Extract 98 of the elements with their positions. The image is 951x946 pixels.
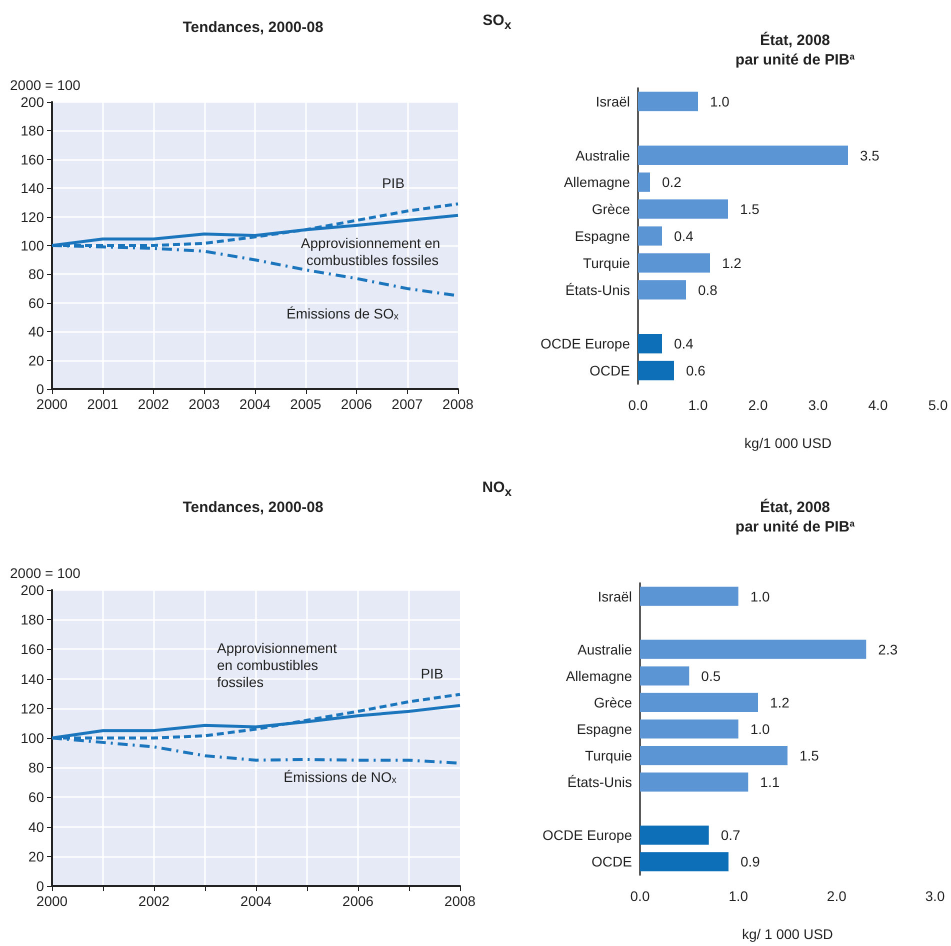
y-tick-label: États-Unis xyxy=(565,282,630,298)
data-label: 1.1 xyxy=(760,774,780,790)
text: SO$_{x}$ xyxy=(482,12,512,32)
y-tick-label: Espagne xyxy=(576,721,632,737)
y-tick-label: 20 xyxy=(28,848,44,864)
y-tick-label: Israël xyxy=(598,588,632,604)
y-tick-label: 200 xyxy=(20,582,44,598)
chart-title: État, 2008 xyxy=(760,498,830,516)
series-label: Approvisionnement en combustibles fossiles xyxy=(300,234,444,268)
x-axis-title: kg/1 000 USD xyxy=(744,435,832,451)
y-tick-label: 100 xyxy=(20,238,44,254)
series-label: Émissions de SOₓ xyxy=(286,306,399,322)
data-label: 0.9 xyxy=(740,854,760,870)
x-tick-label: 1.0 xyxy=(728,888,748,904)
data-label: 0.8 xyxy=(698,282,718,298)
x-tick-label: 3.0 xyxy=(808,397,828,413)
y-tick-label: 80 xyxy=(28,760,44,776)
y-tick-label: 180 xyxy=(20,612,44,628)
x-tick-label: 2008 xyxy=(444,893,476,909)
y-tick-label: 100 xyxy=(20,730,44,746)
x-tick-label: 0.0 xyxy=(630,888,650,904)
y-tick-label: Allemagne xyxy=(564,174,630,190)
x-tick-label: 2002 xyxy=(138,396,170,412)
y-tick-label: Israël xyxy=(596,93,630,110)
x-tick-label: 2001 xyxy=(87,396,119,412)
x-tick-label: 2004 xyxy=(239,396,271,412)
y-tick-label: OCDE xyxy=(592,854,632,870)
x-tick-label: 2008 xyxy=(442,396,474,412)
y-tick-label: 160 xyxy=(20,151,44,168)
data-label: 3.5 xyxy=(860,147,880,164)
text: NO$_{x}$ xyxy=(481,479,513,499)
y-tick-label: Turquie xyxy=(583,254,630,271)
y-tick-label: Australie xyxy=(578,641,632,658)
y-axis-title: 2000 = 100 xyxy=(10,565,81,581)
data-label: 1.0 xyxy=(750,721,770,737)
x-tick-label: 2007 xyxy=(392,396,424,412)
y-tick-label: Australie xyxy=(576,147,630,164)
y-tick-label: 80 xyxy=(28,266,44,282)
x-tick-label: 0.0 xyxy=(628,397,648,413)
y-tick-label: 120 xyxy=(20,208,44,225)
x-axis-title: kg/ 1 000 USD xyxy=(742,926,834,942)
x-tick-label: 2004 xyxy=(240,893,272,909)
series-label: Émissions de NOₓ xyxy=(284,769,397,786)
data-label: 1.5 xyxy=(740,201,760,218)
x-tick-label: 3.0 xyxy=(925,888,945,904)
data-label: 0.2 xyxy=(662,174,682,190)
x-tick-label: 2.0 xyxy=(748,397,768,413)
data-label: 1.0 xyxy=(750,588,770,604)
y-tick-label: Turquie xyxy=(585,748,632,764)
data-label: 0.7 xyxy=(720,827,741,844)
series-label: PIB xyxy=(382,175,405,192)
y-tick-label: 140 xyxy=(20,670,44,687)
y-tick-label: 40 xyxy=(28,324,44,340)
x-tick-label: 2000 xyxy=(36,893,68,909)
y-tick-label: Espagne xyxy=(574,228,630,244)
y-tick-label: Grèce xyxy=(594,694,632,710)
y-tick-label: 20 xyxy=(28,352,44,368)
text: Approvisionnement en combustibles fossiles xyxy=(217,640,341,690)
data-label: 1.2 xyxy=(722,254,742,271)
y-tick-label: 120 xyxy=(20,700,44,716)
data-label: 1.0 xyxy=(710,93,730,110)
y-tick-label: États-Unis xyxy=(567,774,632,790)
y-tick-label: 60 xyxy=(28,294,44,311)
chart-title: État, 2008 xyxy=(760,31,830,49)
y-tick-label: 0 xyxy=(36,878,44,894)
y-tick-label: 140 xyxy=(20,180,44,196)
data-label: 2.3 xyxy=(878,641,898,658)
x-tick-label: 4.0 xyxy=(868,397,888,413)
data-label: 1.5 xyxy=(800,748,820,764)
x-tick-label: 2003 xyxy=(188,396,220,412)
data-label: 0.6 xyxy=(686,362,706,379)
x-tick-label: 5.0 xyxy=(928,397,948,413)
data-label: 1.2 xyxy=(770,694,790,710)
x-tick-label: 1.0 xyxy=(688,397,708,413)
y-tick-label: 180 xyxy=(20,122,44,139)
y-tick-label: 0 xyxy=(36,381,44,397)
chart-title: Tendances, 2000-08 xyxy=(182,499,324,516)
y-tick-label: Grèce xyxy=(592,201,630,218)
data-label: 0.5 xyxy=(701,668,721,684)
data-label: 0.4 xyxy=(674,228,694,244)
x-tick-label: 2.0 xyxy=(826,888,847,904)
y-tick-label: Allemagne xyxy=(566,668,632,684)
series-label: PIB xyxy=(420,665,444,682)
x-tick-label: 2006 xyxy=(340,396,372,412)
y-tick-label: 160 xyxy=(20,641,44,658)
x-tick-label: 2002 xyxy=(138,893,170,909)
chart-title: Tendances, 2000-08 xyxy=(182,19,324,36)
y-axis-title: 2000 = 100 xyxy=(10,77,81,93)
x-tick-label: 2006 xyxy=(342,893,374,909)
data-label: 0.4 xyxy=(674,336,694,352)
y-tick-label: 200 xyxy=(20,94,44,110)
y-tick-label: OCDE xyxy=(590,362,630,379)
y-tick-label: OCDE Europe xyxy=(540,336,630,352)
x-tick-label: 2000 xyxy=(36,396,68,412)
y-tick-label: 60 xyxy=(28,789,44,806)
y-tick-label: 40 xyxy=(28,818,44,835)
y-tick-label: OCDE Europe xyxy=(542,827,632,844)
x-tick-label: 2005 xyxy=(290,396,322,412)
